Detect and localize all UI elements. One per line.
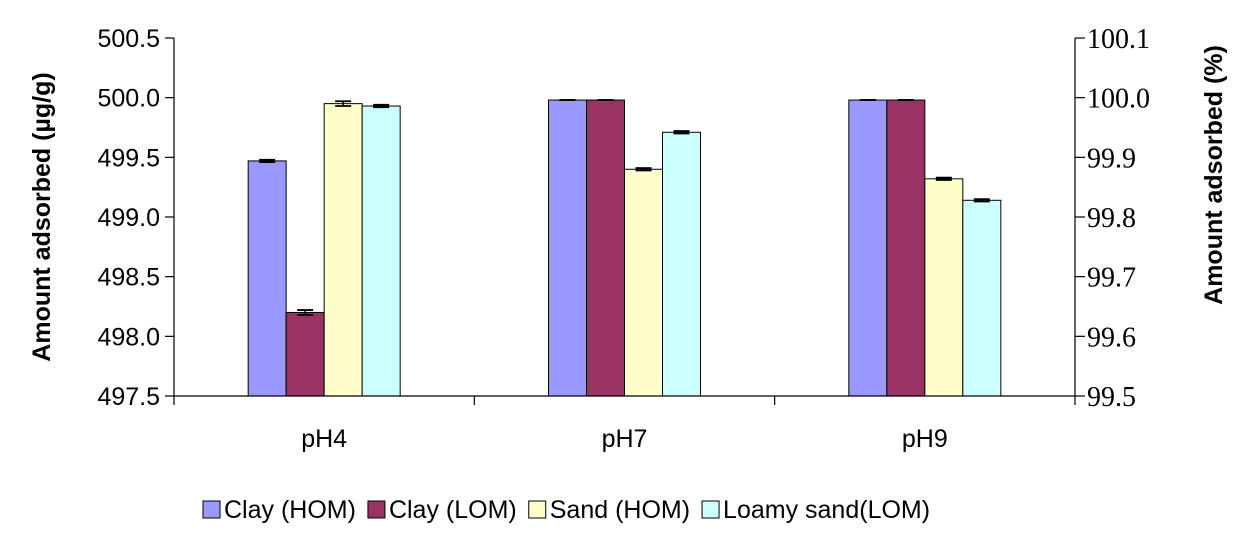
- y-axis-title: Amount adsorbed (µg/g): [28, 72, 56, 361]
- legend-swatch: [367, 500, 386, 519]
- legend-item-loamy-sand-lom: Loamy sand(LOM): [701, 496, 930, 524]
- legend-label: Clay (LOM): [389, 496, 517, 524]
- y2-tick-label: 100.1: [1087, 24, 1150, 55]
- bar-clay-lom-ph9: [886, 99, 926, 397]
- error-bar-sand-hom-ph9: [935, 176, 952, 181]
- y2-tick-label: 99.9: [1087, 143, 1136, 174]
- x-axis-ticks: [173, 396, 1076, 405]
- bar-loamy-sand-lom-ph9: [962, 199, 1002, 397]
- error-bar-sand-hom-ph4: [335, 100, 352, 107]
- y2-axis-ticks: 99.5 99.6 99.7 99.8 99.9 100.0 100.1: [1075, 24, 1150, 413]
- legend-label: Sand (HOM): [550, 496, 690, 524]
- y2-tick-label: 100.0: [1087, 84, 1150, 115]
- y-tick-label: 500.0: [97, 85, 160, 113]
- legend-label: Loamy sand(LOM): [723, 496, 930, 524]
- legend-item-clay-hom: Clay (HOM): [202, 496, 356, 524]
- y-tick-label: 498.5: [97, 264, 160, 292]
- x-tick-label: pH9: [902, 425, 948, 453]
- y-tick-label: 499.0: [97, 204, 160, 232]
- bar-loamy-sand-lom-ph7: [662, 131, 701, 397]
- legend-item-sand-hom: Sand (HOM): [528, 496, 690, 524]
- y2-tick-label: 99.6: [1087, 322, 1136, 353]
- bar-sand-hom-ph9: [924, 178, 964, 397]
- bar-sand-hom-ph7: [624, 168, 663, 397]
- y2-tick-label: 99.5: [1087, 382, 1136, 413]
- y-tick-label: 498.0: [97, 323, 160, 351]
- y2-tick-label: 99.7: [1087, 263, 1136, 294]
- y-tick-label: 497.5: [97, 383, 160, 411]
- bar-loamy-sand-lom-ph4: [361, 105, 401, 397]
- legend-item-clay-lom: Clay (LOM): [367, 496, 517, 524]
- bar-clay-hom-ph7: [548, 99, 587, 397]
- legend-swatch: [701, 500, 720, 519]
- bar-clay-lom-ph7: [586, 99, 625, 397]
- error-bar-sand-hom-ph7: [635, 167, 652, 172]
- bar-clay-hom-ph4: [247, 160, 287, 397]
- error-bar-clay-lom-ph4: [297, 309, 314, 316]
- error-bars-layer: [259, 99, 990, 316]
- legend-label: Clay (HOM): [224, 496, 356, 524]
- bars-layer: [247, 99, 1002, 397]
- legend-swatch: [202, 500, 221, 519]
- x-category-labels: pH4 pH7 pH9: [301, 425, 948, 453]
- x-tick-label: pH7: [602, 425, 648, 453]
- y-axis-ticks: 497.5 498.0 498.5 499.0 499.5 500.0 500.5: [97, 25, 174, 411]
- legend-swatch: [528, 500, 547, 519]
- error-bar-loamy-sand-lom-ph9: [973, 198, 990, 203]
- bar-sand-hom-ph4: [323, 103, 363, 397]
- bar-clay-hom-ph9: [848, 99, 888, 397]
- error-bar-loamy-sand-lom-ph4: [373, 103, 390, 109]
- y2-tick-label: 99.8: [1087, 203, 1136, 234]
- y-tick-label: 499.5: [97, 144, 160, 172]
- legend: Clay (HOM) Clay (LOM) Sand (HOM) Loamy sand…: [202, 496, 930, 524]
- bar-clay-lom-ph4: [285, 311, 325, 397]
- error-bar-clay-hom-ph4: [259, 158, 276, 164]
- error-bar-loamy-sand-lom-ph7: [673, 130, 690, 135]
- x-tick-label: pH4: [301, 425, 347, 453]
- y-tick-label: 500.5: [97, 25, 160, 53]
- y2-axis-title: Amount adsorbed (%): [1200, 45, 1228, 305]
